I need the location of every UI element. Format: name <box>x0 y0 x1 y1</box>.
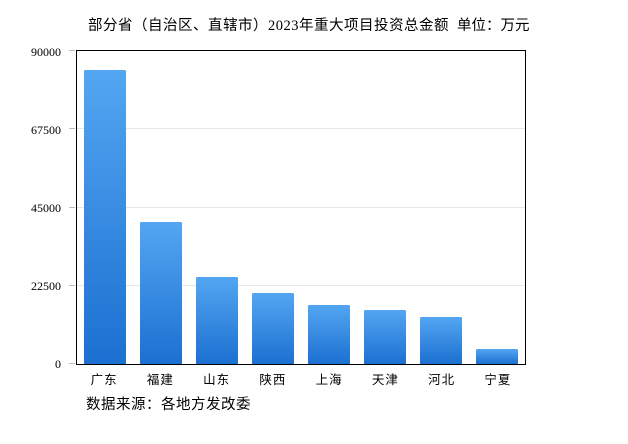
x-tick-label: 宁夏 <box>484 373 512 387</box>
x-tick-label: 河北 <box>428 373 456 387</box>
grid-layer <box>69 50 525 364</box>
bar-广东 <box>84 70 126 364</box>
bar-天津 <box>364 310 406 364</box>
x-tick-label: 山东 <box>203 373 231 387</box>
y-tick-label: 0 <box>55 356 61 371</box>
y-axis-labels: 0 22500 45000 67500 90000 <box>0 46 61 370</box>
bar-上海 <box>308 304 350 364</box>
y-tick-mark <box>69 206 75 208</box>
x-tick-label: 天津 <box>371 373 399 387</box>
x-tick-label: 上海 <box>315 373 343 387</box>
gridline <box>77 284 525 286</box>
bar-slot <box>77 51 133 364</box>
x-tick-label: 陕西 <box>259 373 287 387</box>
bar-slot <box>133 51 189 364</box>
y-tick-mark <box>69 363 75 364</box>
y-tick-mark <box>69 50 75 51</box>
y-tick-label: 67500 <box>31 122 61 137</box>
y-tick-label: 90000 <box>31 44 61 59</box>
gridline <box>77 206 525 208</box>
y-tick-mark <box>69 128 75 130</box>
bar-山东 <box>196 276 238 364</box>
bar-宁夏 <box>476 349 518 364</box>
x-tick-label: 福建 <box>146 373 174 387</box>
bar-slot <box>245 51 301 364</box>
bar-slot <box>357 51 413 364</box>
plot-area <box>69 50 526 365</box>
bar-slot <box>189 51 245 364</box>
x-axis-labels: 广东 福建 山东 陕西 上海 天津 河北 宁夏 <box>76 369 526 388</box>
bar-陕西 <box>252 292 294 364</box>
gridline <box>77 128 525 130</box>
bar-slot <box>469 51 525 364</box>
y-tick-label: 45000 <box>31 200 61 215</box>
y-tick-label: 22500 <box>31 278 61 293</box>
chart-title: 部分省（自治区、直辖市）2023年重大项目投资总金额 <box>88 18 449 34</box>
source-note: 数据来源：各地方发改委 <box>86 397 251 413</box>
unit-label: 单位：万元 <box>457 18 530 34</box>
bar-slot <box>413 51 469 364</box>
bar-福建 <box>140 222 182 364</box>
x-tick-label: 广东 <box>90 373 118 387</box>
bars-layer <box>77 51 525 364</box>
bar-slot <box>301 51 357 364</box>
bar-河北 <box>420 317 462 364</box>
y-tick-mark <box>69 284 75 286</box>
